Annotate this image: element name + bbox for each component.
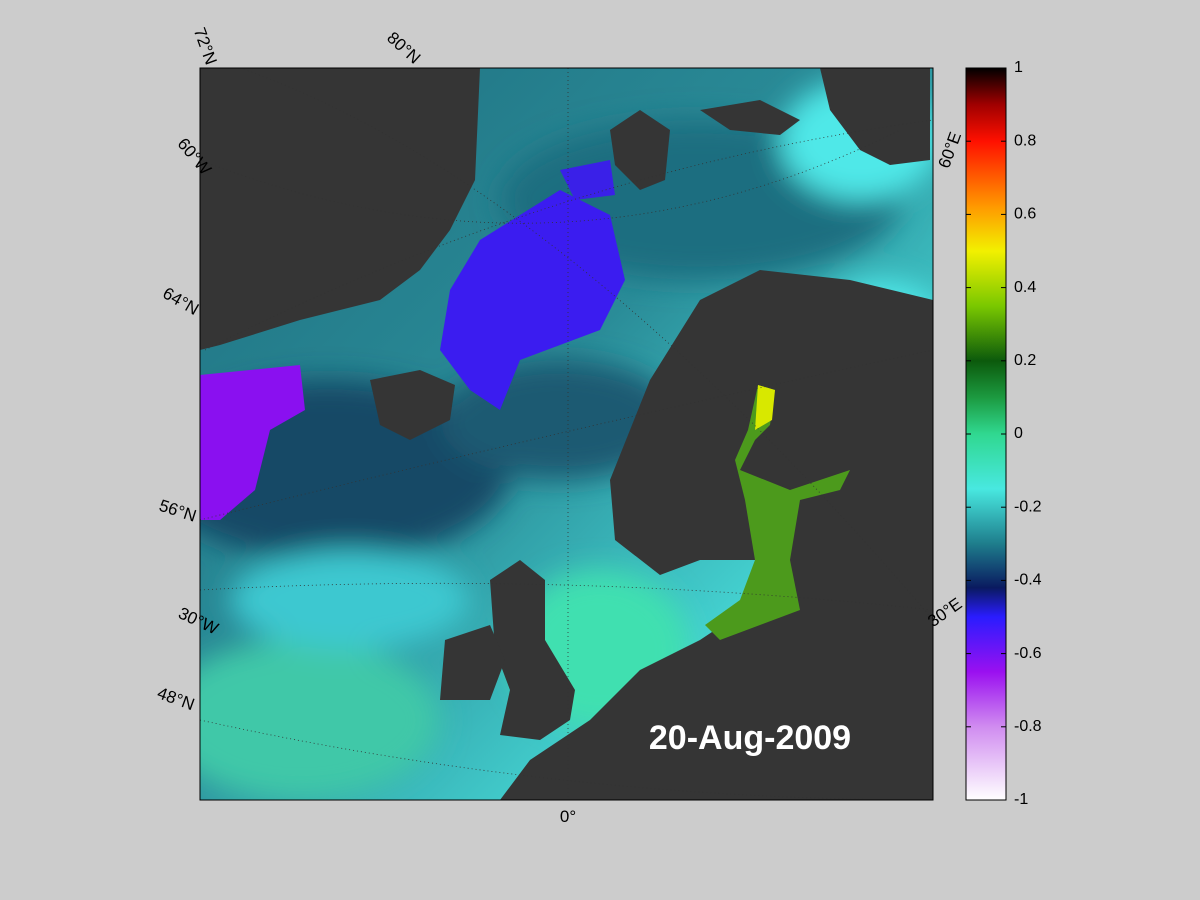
land	[200, 68, 933, 800]
map: 20-Aug-2009	[200, 68, 933, 800]
grid-label: 0°	[560, 807, 576, 826]
grid-label: 64°N	[160, 284, 202, 319]
colorbar: 1 0.8 0.6 0.4 0.2 0 -0.2 -0.4 -0.6 -0.8 -1	[965, 59, 1042, 808]
tick-label: -1	[1014, 791, 1028, 808]
colorbar-scale	[965, 67, 1007, 801]
tick-label: 1	[1014, 59, 1023, 76]
tick-label: -0.2	[1014, 498, 1042, 515]
tick-label: 0	[1014, 425, 1023, 442]
grid-label: 60°E	[935, 129, 966, 170]
tick-label: -0.4	[1014, 572, 1042, 589]
negative-anomaly	[560, 160, 615, 200]
map-frame	[199, 67, 934, 801]
baltic-anomaly	[705, 385, 850, 640]
grid-label: 48°N	[155, 683, 197, 714]
tick-label: -0.8	[1014, 718, 1042, 735]
grid-label: 72°N	[190, 25, 221, 67]
date-label: 20-Aug-2009	[649, 719, 851, 757]
tick-label: -0.6	[1014, 645, 1042, 662]
baltic-anomaly	[755, 385, 775, 430]
negative-anomaly	[200, 365, 305, 520]
tick-label: 0.4	[1014, 279, 1036, 296]
negative-anomaly	[440, 190, 625, 410]
tick-label: 0.6	[1014, 206, 1036, 223]
grid-label: 56°N	[157, 496, 199, 526]
grid-label: 80°N	[383, 28, 424, 68]
tick-label: 0.2	[1014, 352, 1036, 369]
tick-label: 0.8	[1014, 132, 1036, 149]
graticule	[200, 68, 933, 800]
